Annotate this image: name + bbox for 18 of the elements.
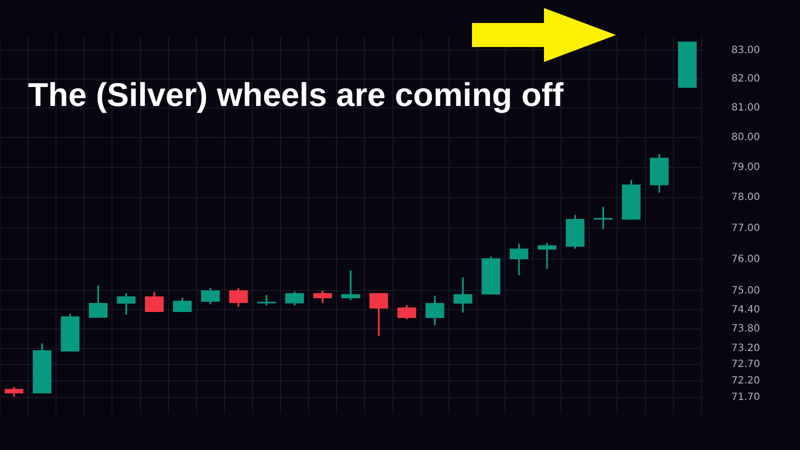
- y-tick-label: 82.00: [731, 74, 760, 85]
- text: The (Silver) wheels are coming off: [28, 76, 564, 114]
- y-tick-label: 73.80: [731, 324, 760, 335]
- y-tick-label: 73.20: [731, 342, 760, 354]
- y-tick-label: 77.00: [731, 222, 760, 234]
- y-tick-label: 79.00: [731, 162, 760, 174]
- candlestick: [538, 242, 556, 269]
- y-tick-label: 76.00: [731, 254, 760, 265]
- y-tick-label: 78.00: [731, 192, 760, 204]
- y-tick-label: 75.00: [731, 285, 760, 296]
- y-tick-label: 72.20: [731, 376, 760, 387]
- y-tick-label: 74.40: [731, 304, 760, 316]
- y-tick-label: 72.70: [731, 359, 760, 370]
- y-tick-label: 83.00: [731, 44, 760, 56]
- y-tick-label: 80.00: [731, 132, 760, 144]
- candlestick: [257, 295, 276, 306]
- y-tick-label: 71.70: [731, 392, 760, 403]
- y-tick-label: 81.00: [731, 102, 760, 114]
